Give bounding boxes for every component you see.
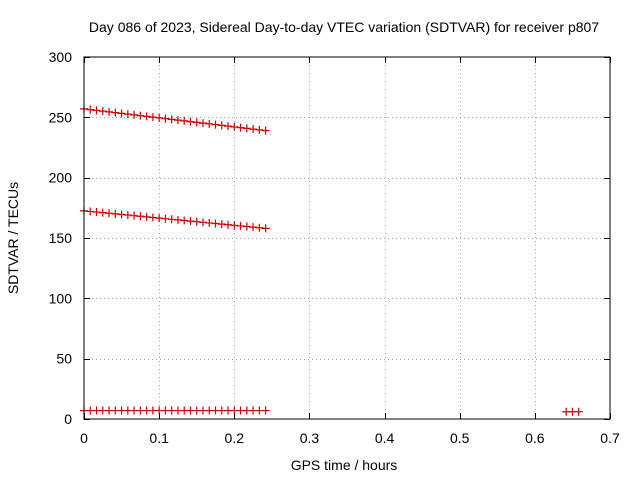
x-tick-label: 0.6 [525, 430, 545, 446]
data-point [205, 119, 214, 128]
series-lower [80, 406, 270, 415]
x-tick-label: 0.3 [300, 430, 320, 446]
data-point [167, 115, 176, 124]
data-point [255, 125, 264, 134]
data-point [217, 121, 226, 130]
y-tick-label: 0 [64, 411, 72, 427]
data-point [86, 105, 95, 114]
data-point [98, 107, 107, 116]
data-point [105, 209, 114, 218]
data-point [211, 120, 220, 129]
data-point [230, 221, 239, 230]
data-point [98, 208, 107, 217]
y-tick-label: 50 [56, 351, 72, 367]
y-tick-label: 150 [49, 230, 73, 246]
x-tick-label: 0 [80, 430, 88, 446]
y-tick-label: 300 [49, 49, 73, 65]
y-tick-label: 200 [49, 170, 73, 186]
data-point [255, 223, 264, 232]
data-point [173, 116, 182, 125]
data-point [205, 218, 214, 227]
data-point [92, 208, 101, 217]
plot-frame [83, 56, 611, 420]
x-axis-label: GPS time / hours [291, 457, 398, 473]
data-point [249, 125, 258, 134]
data-point [186, 217, 195, 226]
x-tick-label: 0.5 [450, 430, 470, 446]
data-point [574, 407, 583, 416]
data-point [192, 217, 201, 226]
x-tick-label: 0.2 [225, 430, 245, 446]
data-point [217, 220, 226, 229]
y-tick-label: 100 [49, 290, 73, 306]
data-point [142, 112, 151, 121]
y-axis-label: SDTVAR / TECUs [5, 182, 21, 294]
data-point [230, 122, 239, 131]
series-middle [80, 206, 270, 233]
data-point [180, 116, 189, 125]
y-tick-label: 250 [49, 109, 73, 125]
data-point [192, 118, 201, 127]
data-point [198, 218, 207, 227]
data-point [236, 123, 245, 132]
data-point [224, 220, 233, 229]
x-tick-label: 0.7 [600, 430, 620, 446]
data-point [155, 113, 164, 122]
data-point [249, 223, 258, 232]
data-point [224, 122, 233, 131]
chart-title: Day 086 of 2023, Sidereal Day-to-day VTE… [89, 19, 599, 35]
data-point [136, 212, 145, 221]
data-point [130, 211, 139, 220]
data-point [117, 210, 126, 219]
data-point [242, 222, 251, 231]
data-point [111, 108, 120, 117]
series-lower-late [562, 407, 583, 416]
data-point [130, 110, 139, 119]
data-point [161, 214, 170, 223]
data-points [80, 104, 583, 416]
data-point [105, 107, 114, 116]
axis-ticks: 0 0.1 0.2 0.3 0.4 0.5 0.6 0.7 0 50 100 150 200 250 300 [49, 49, 620, 446]
data-point [261, 126, 270, 135]
x-tick-label: 0.1 [149, 430, 169, 446]
data-point [261, 406, 270, 415]
data-point [186, 117, 195, 126]
data-point [86, 207, 95, 216]
data-point [136, 111, 145, 120]
data-point [148, 113, 157, 122]
data-point [161, 114, 170, 123]
data-point [123, 110, 132, 119]
data-point [173, 215, 182, 224]
data-point [180, 216, 189, 225]
data-point [155, 214, 164, 223]
data-point [111, 209, 120, 218]
data-point [148, 213, 157, 222]
series-upper [80, 104, 270, 135]
data-point [142, 212, 151, 221]
data-point [236, 221, 245, 230]
data-point [123, 211, 132, 220]
data-point [211, 219, 220, 228]
data-point [92, 106, 101, 115]
data-point [242, 124, 251, 133]
data-point [167, 215, 176, 224]
x-tick-label: 0.4 [375, 430, 395, 446]
data-point [117, 109, 126, 118]
data-point [261, 224, 270, 233]
data-point [198, 119, 207, 128]
